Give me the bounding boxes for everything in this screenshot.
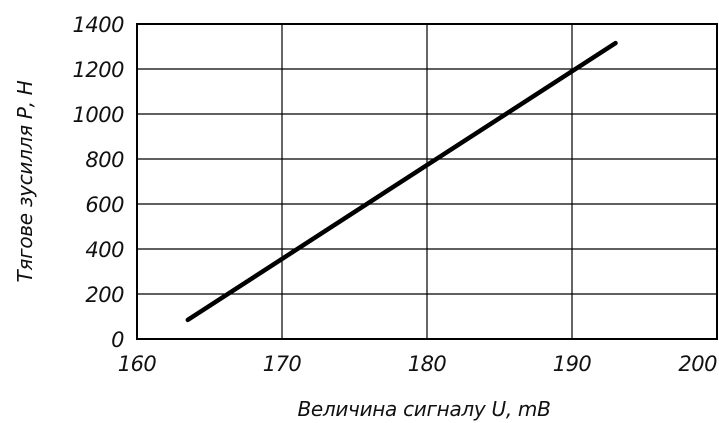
x-axis-title: Величина сигналу U, mВ [297, 397, 550, 421]
y-tick-label: 400 [85, 238, 124, 262]
grid [136, 23, 718, 340]
x-tick-label: 170 [263, 352, 302, 376]
series-line [185, 40, 618, 323]
y-tick-label: 0 [111, 328, 124, 352]
x-tick-label: 160 [118, 352, 157, 376]
y-tick-label: 1200 [73, 58, 125, 82]
x-tick-label: 200 [678, 352, 717, 376]
y-tick-label: 800 [85, 148, 124, 172]
plot-frame [136, 23, 718, 340]
x-tick-label: 180 [408, 352, 447, 376]
y-tick-label: 1000 [73, 103, 125, 127]
y-tick-label: 1400 [73, 13, 125, 37]
series-layer [185, 40, 618, 323]
x-tick-label: 190 [553, 352, 592, 376]
y-tick-label: 200 [85, 283, 124, 307]
y-axis-title: Тягове зусилля Р, Н [13, 80, 37, 282]
x-axis-ticks: 160 170 180 190 200 [118, 352, 718, 376]
y-axis-ticks: 0 200 400 600 800 1000 1200 1400 [73, 13, 125, 352]
y-tick-label: 600 [85, 193, 124, 217]
